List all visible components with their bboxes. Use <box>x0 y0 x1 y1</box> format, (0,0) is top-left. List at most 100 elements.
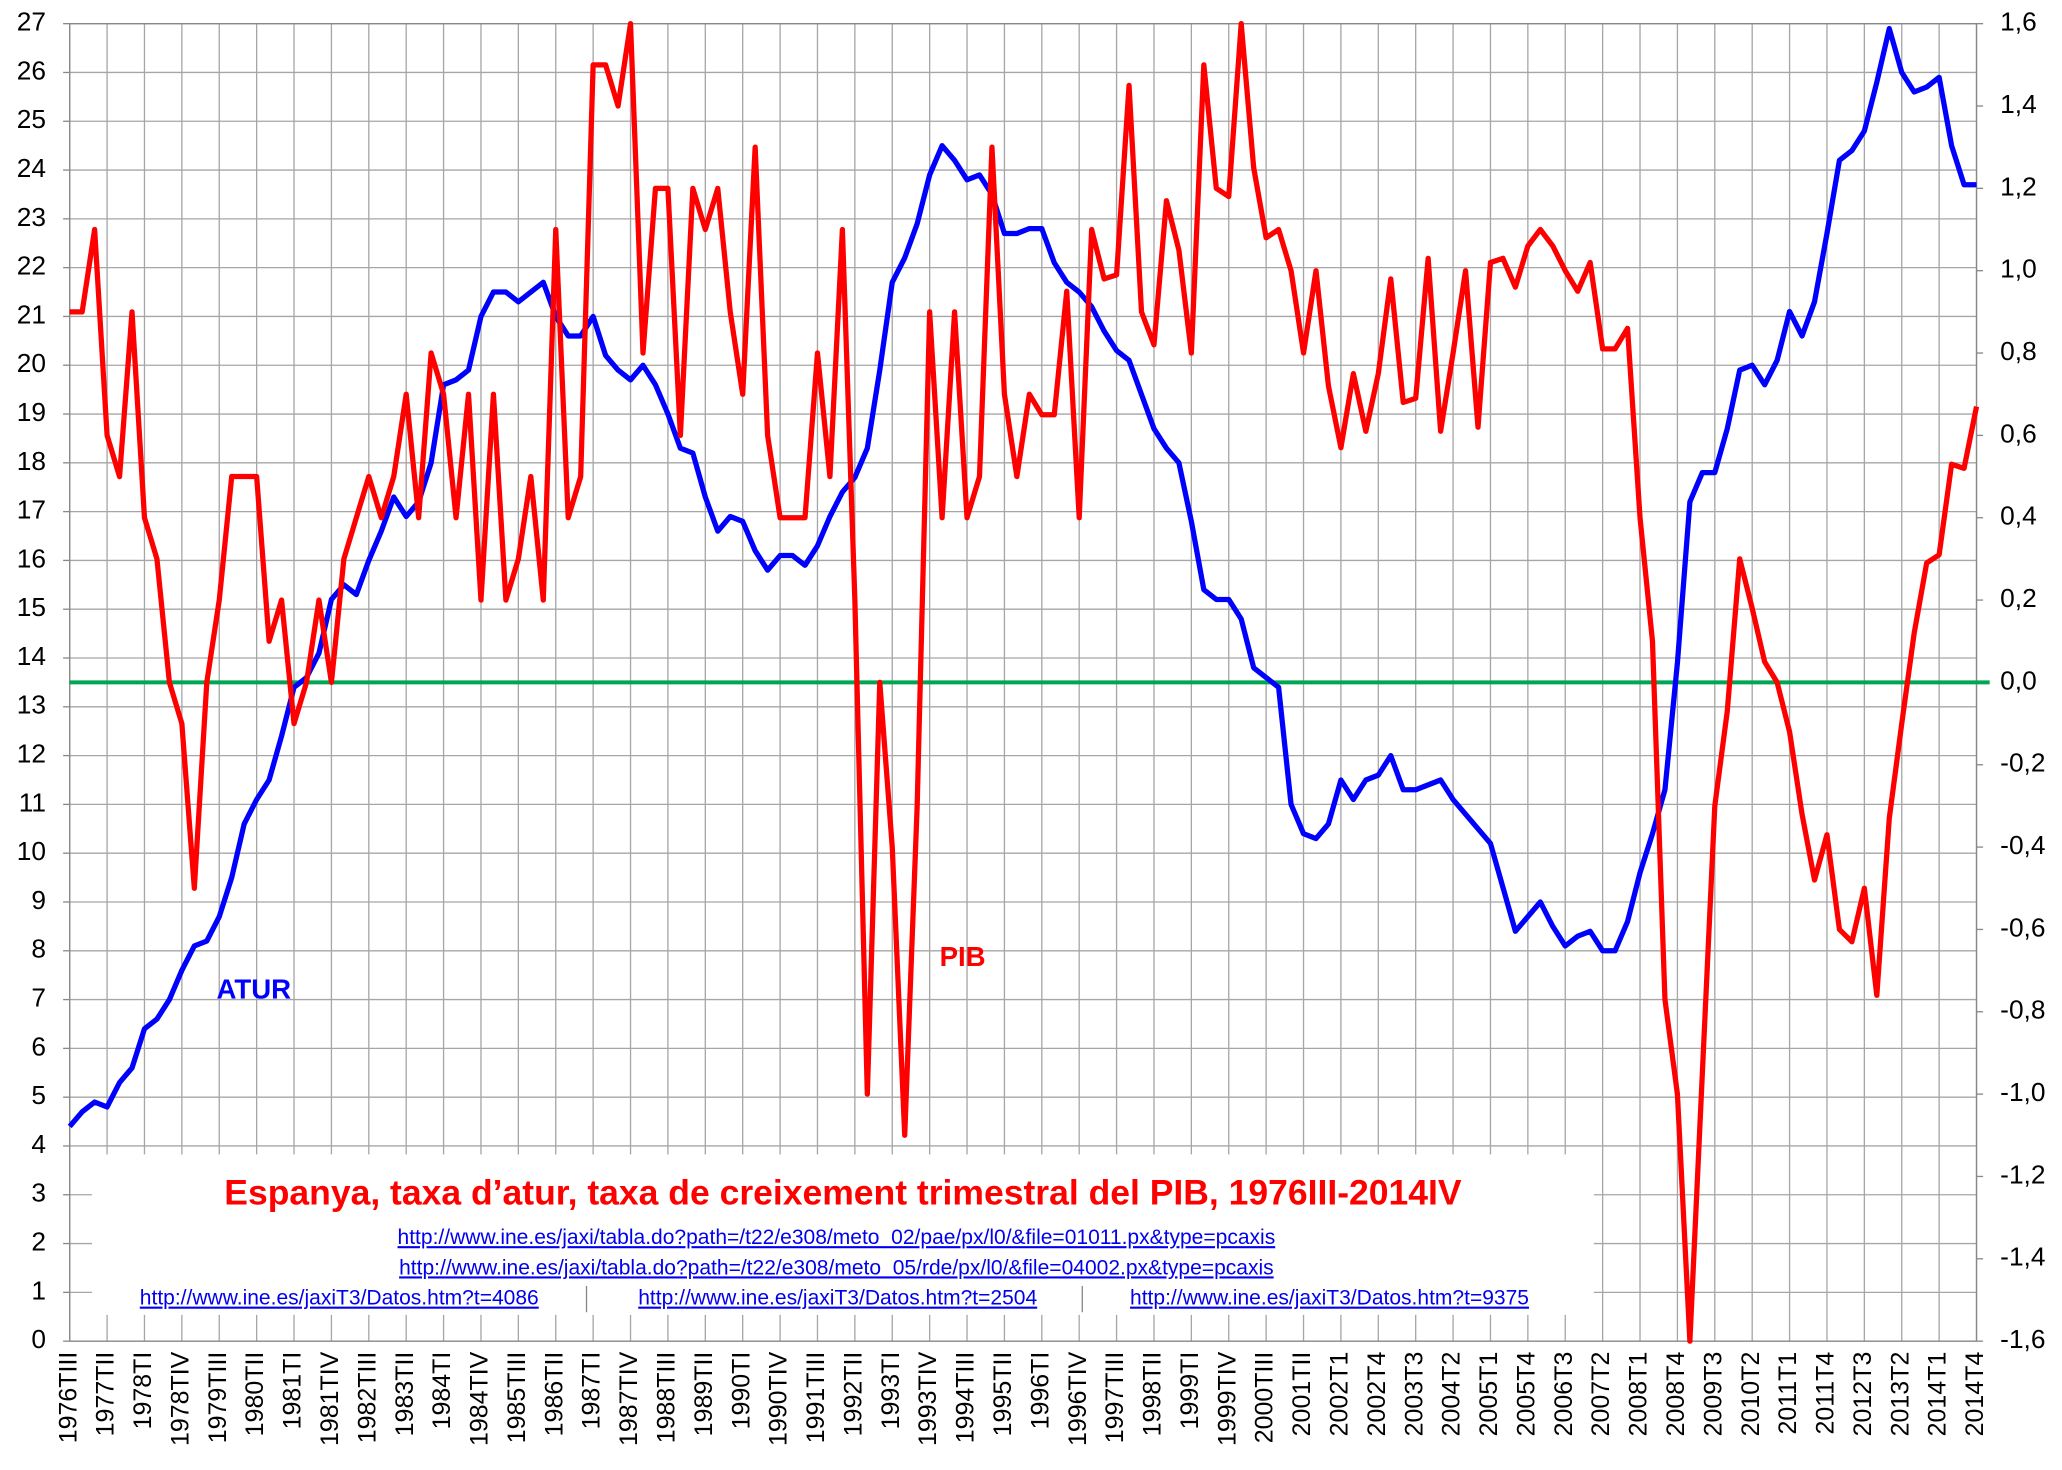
source-link[interactable]: http://www.ine.es/jaxi/tabla.do?path=/t2… <box>398 1226 1276 1249</box>
x-tick-label: 1999TIV <box>1213 1351 1241 1446</box>
x-tick-label: 1982TIII <box>353 1352 381 1444</box>
x-tick-label: 2002T1 <box>1326 1352 1354 1437</box>
y-tick-label: 17 <box>17 495 46 525</box>
y-tick-label: 3 <box>31 1178 46 1208</box>
series-line <box>67 25 1977 1129</box>
y-tick-label: 0 <box>31 1324 46 1354</box>
y-tick-label: 7 <box>31 983 46 1013</box>
x-tick-label: 1977TII <box>92 1352 120 1437</box>
x-tick-label: 1981TIV <box>316 1351 344 1446</box>
x-tick-label: 1988TIII <box>653 1352 681 1444</box>
y2-tick-label: 0,8 <box>2000 336 2037 366</box>
x-tick-label: 1976TIII <box>54 1352 82 1444</box>
y-tick-label: 2 <box>31 1226 46 1256</box>
x-tick-label: 2005T1 <box>1475 1352 1503 1437</box>
x-tick-label: 1980TII <box>241 1352 269 1437</box>
x-tick-label: 2005T4 <box>1512 1352 1540 1437</box>
y2-tick-label: 0,4 <box>2000 501 2037 531</box>
title-box <box>92 1154 1594 1315</box>
y2-tick-label: -0,2 <box>2000 748 2045 778</box>
y-tick-label: 24 <box>17 153 46 183</box>
series-label: ATUR <box>216 974 291 1005</box>
text-layer: 0123456789101112131415161718192021222324… <box>17 7 2046 1446</box>
y-tick-label: 25 <box>17 104 46 134</box>
source-link[interactable]: http://www.ine.es/jaxi/tabla.do?path=/t2… <box>399 1256 1274 1279</box>
source-link[interactable]: http://www.ine.es/jaxiT3/Datos.htm?t=250… <box>638 1287 1037 1310</box>
x-tick-label: 2013T2 <box>1886 1352 1914 1437</box>
y2-tick-label: -1,6 <box>2000 1324 2045 1354</box>
x-tick-label: 2010T2 <box>1737 1352 1765 1437</box>
x-tick-label: 1979TIII <box>204 1352 232 1444</box>
y2-tick-label: -1,0 <box>2000 1077 2045 1107</box>
x-tick-label: 2004T2 <box>1438 1352 1466 1437</box>
y-tick-label: 27 <box>17 7 46 37</box>
y2-tick-label: -0,4 <box>2000 830 2045 860</box>
y-tick-label: 11 <box>19 787 46 817</box>
y2-tick-label: -0,6 <box>2000 912 2045 942</box>
y-tick-label: 19 <box>17 397 46 427</box>
x-tick-label: 1981TI <box>279 1352 307 1430</box>
y-tick-label: 26 <box>17 55 46 85</box>
line-layer <box>67 21 1990 1344</box>
y-tick-label: 13 <box>17 690 46 720</box>
x-tick-label: 1987TI <box>578 1352 606 1430</box>
source-link[interactable]: http://www.ine.es/jaxiT3/Datos.htm?t=408… <box>140 1287 539 1310</box>
x-tick-label: 1995TII <box>989 1352 1017 1437</box>
x-tick-label: 1993TIV <box>914 1351 942 1446</box>
x-tick-label: 1992TII <box>839 1352 867 1437</box>
source-link[interactable]: http://www.ine.es/jaxiT3/Datos.htm?t=937… <box>1130 1287 1529 1310</box>
y-tick-label: 16 <box>17 543 46 573</box>
x-tick-label: 1990TI <box>727 1352 755 1430</box>
y-tick-label: 4 <box>31 1129 46 1159</box>
x-tick-label: 2012T3 <box>1849 1352 1877 1437</box>
y-tick-label: 5 <box>31 1080 46 1110</box>
y-tick-label: 20 <box>17 348 46 378</box>
y-tick-label: 22 <box>17 251 46 281</box>
series-line <box>69 21 1980 1344</box>
y-tick-label: 6 <box>31 1031 46 1061</box>
chart-title: Espanya, taxa d’atur, taxa de creixement… <box>224 1173 1462 1213</box>
x-tick-label: 2006T3 <box>1550 1352 1578 1437</box>
y2-tick-label: 0,0 <box>2000 665 2037 695</box>
y-tick-label: 18 <box>17 446 46 476</box>
x-tick-label: 1985TIII <box>503 1352 531 1444</box>
x-tick-label: 1996TIV <box>1064 1351 1092 1446</box>
x-tick-label: 1984TIV <box>466 1351 494 1446</box>
y-tick-label: 10 <box>17 836 46 866</box>
x-tick-label: 2001TII <box>1288 1352 1316 1437</box>
x-tick-label: 1993TI <box>877 1352 905 1430</box>
y-tick-label: 23 <box>17 202 46 232</box>
x-tick-label: 2011T1 <box>1774 1352 1802 1435</box>
y2-tick-label: -1,4 <box>2000 1242 2045 1272</box>
x-tick-label: 2009T3 <box>1699 1352 1727 1437</box>
x-tick-label: 2014T1 <box>1924 1352 1952 1437</box>
x-tick-label: 2008T1 <box>1625 1352 1653 1437</box>
y2-tick-label: -1,2 <box>2000 1159 2045 1189</box>
x-tick-label: 2011T4 <box>1812 1352 1840 1435</box>
x-tick-label: 1983TII <box>391 1352 419 1437</box>
x-tick-label: 1978TIV <box>166 1351 194 1446</box>
y-tick-label: 14 <box>17 641 46 671</box>
y-tick-label: 1 <box>31 1275 46 1305</box>
y2-tick-label: -0,8 <box>2000 995 2045 1025</box>
x-tick-label: 1998TII <box>1139 1352 1167 1437</box>
x-tick-label: 1984TI <box>428 1352 456 1430</box>
x-tick-label: 2007T2 <box>1587 1352 1615 1437</box>
y-tick-label: 21 <box>17 299 46 329</box>
x-tick-label: 1989TII <box>690 1352 718 1437</box>
x-tick-label: 1991TIII <box>802 1352 830 1444</box>
x-tick-label: 2003T3 <box>1400 1352 1428 1437</box>
x-tick-label: 1999TI <box>1176 1352 1204 1430</box>
y-tick-label: 9 <box>31 885 46 915</box>
x-tick-label: 1987TIV <box>615 1351 643 1446</box>
y2-tick-label: 1,4 <box>2000 89 2037 119</box>
y2-tick-label: 0,6 <box>2000 418 2037 448</box>
x-tick-label: 1994TIII <box>952 1352 980 1444</box>
x-tick-label: 1986TII <box>540 1352 568 1437</box>
x-tick-label: 2014T4 <box>1961 1352 1989 1437</box>
y2-tick-label: 1,6 <box>2000 7 2037 37</box>
x-tick-label: 1990TIV <box>765 1351 793 1446</box>
y-tick-label: 12 <box>17 739 46 769</box>
x-tick-label: 2008T4 <box>1662 1352 1690 1437</box>
